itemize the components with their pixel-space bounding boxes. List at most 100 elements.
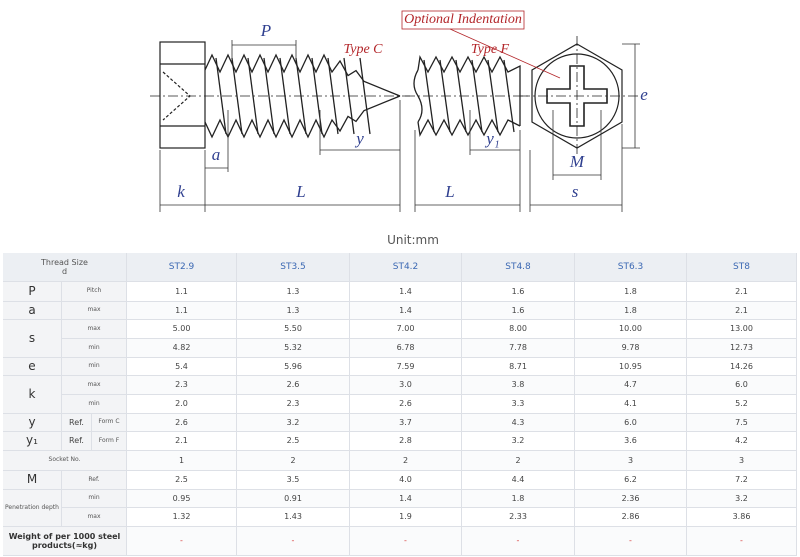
value-cell: 5.2 [687,395,797,414]
value-cell: 6.2 [575,471,687,490]
value-cell: 1.8 [575,282,687,302]
row-symbol: Penetration depth [3,490,62,527]
value-cell: - [575,527,687,556]
header-label: Thread Size [41,257,88,267]
thread-crest [503,59,515,133]
row-symbol: P [3,282,62,302]
value-cell: 1.4 [350,302,462,320]
value-cell: 2.1 [687,302,797,320]
value-cell: - [237,527,350,556]
value-cell: 2.6 [350,395,462,414]
value-cell: 4.1 [575,395,687,414]
row-symbol: s [3,320,62,358]
row-symbol: k [3,376,62,414]
value-cell: 14.26 [687,358,797,376]
thread-crest [359,57,371,135]
header-label: Thread Size d [3,253,127,282]
l-label: L [444,182,454,201]
e-label: e [640,85,648,104]
value-cell: 1.3 [237,302,350,320]
value-cell: 5.4 [127,358,237,376]
y1-label: y₁ [484,129,499,148]
value-cell: 5.00 [127,320,237,339]
value-cell: 1.1 [127,282,237,302]
value-cell: 2 [462,451,575,471]
value-cell: 1.8 [462,490,575,508]
value-cell: 2.86 [575,508,687,527]
row-condition: max [62,376,127,395]
thread-crest [343,57,355,135]
value-cell: - [462,527,575,556]
row-symbol: e [3,358,62,376]
row-symbol: y [3,414,62,432]
row-condition: Pitch [62,282,127,302]
value-cell: 3.2 [462,432,575,451]
dimension-lines [159,10,640,212]
value-cell: 1.6 [462,302,575,320]
row-condition: Ref. [62,471,127,490]
thread-crest [327,57,339,135]
value-cell: 1.43 [237,508,350,527]
value-cell: 13.00 [687,320,797,339]
row-condition: max [62,302,127,320]
value-cell: 1 [127,451,237,471]
thread-crest [263,57,275,135]
row-symbol: Weight of per 1000 steel products(≈kg) [3,527,127,556]
value-cell: 7.00 [350,320,462,339]
header-sub: d [61,267,68,276]
value-cell: 1.32 [127,508,237,527]
value-cell: 5.50 [237,320,350,339]
value-cell: 9.78 [575,339,687,358]
screw-outlines [150,36,640,156]
value-cell: 1.3 [237,282,350,302]
value-cell: 2.0 [127,395,237,414]
value-cell: - [127,527,237,556]
size-header: ST6.3 [575,253,687,282]
unit: Unit:mm [387,233,439,247]
type-c: Type C [343,42,383,57]
value-cell: 1.6 [462,282,575,302]
l-label: L [295,182,305,201]
value-cell: 2 [237,451,350,471]
optional-indentation: Optional Indentation [404,12,522,27]
drawing: Optional Indentation Type C Type F P e a… [150,10,648,212]
a-label: a [212,145,221,164]
value-cell: 2.6 [127,414,237,432]
row-condition: Form C [92,414,127,432]
thread-crest [295,57,307,135]
value-cell: 5.96 [237,358,350,376]
value-cell: 7.78 [462,339,575,358]
value-cell: 3.5 [237,471,350,490]
value-cell: 4.4 [462,471,575,490]
value-cell: 3.8 [462,376,575,395]
thread-crest [471,59,483,133]
value-cell: 2.5 [237,432,350,451]
thread-crest [215,57,227,135]
row-condition: Form F [92,432,127,451]
value-cell: 2.33 [462,508,575,527]
value-cell: 3.2 [237,414,350,432]
row-condition: min [62,358,127,376]
value-cell: 3.7 [350,414,462,432]
value-cell: 4.0 [350,471,462,490]
thread-crest [231,57,243,135]
value-cell: - [687,527,797,556]
value-cell: 3 [687,451,797,471]
row-condition: max [62,508,127,527]
value-cell: 0.95 [127,490,237,508]
row-condition: max [62,320,127,339]
row-symbol: y₁ [3,432,62,451]
value-cell: 2.1 [687,282,797,302]
value-cell: 1.4 [350,282,462,302]
value-cell: 6.0 [687,376,797,395]
k-label: k [177,182,185,201]
threads [204,53,521,139]
type-f: Type F [471,42,510,57]
thread-crest [439,59,451,133]
row-condition: min [62,490,127,508]
value-cell: 1.8 [575,302,687,320]
pitch-label: P [260,21,271,40]
row-reference: Ref. [62,432,92,451]
thread-crest [279,57,291,135]
